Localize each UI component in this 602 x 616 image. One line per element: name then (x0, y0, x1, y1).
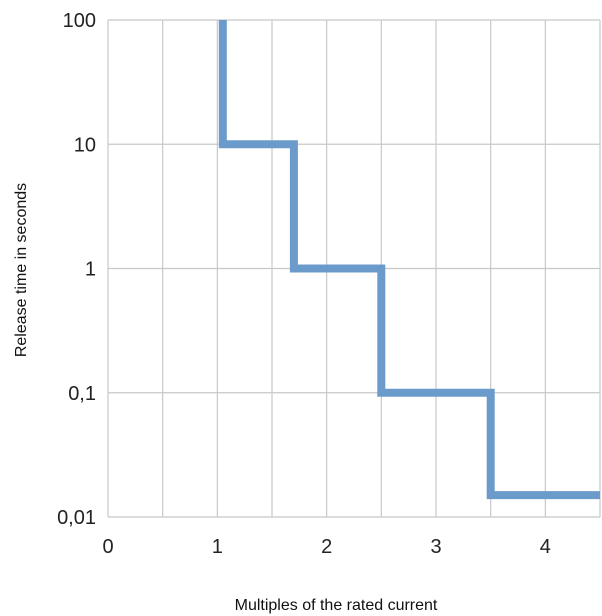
y-tick-labels: 0,01 0,1 1 10 100 (57, 10, 96, 529)
y-axis-title: Release time in seconds (13, 183, 30, 357)
series-layer (218, 20, 600, 500)
y-tick-label: 1 (85, 259, 96, 281)
x-tick-label: 2 (321, 536, 332, 558)
x-tick-label: 0 (102, 536, 113, 558)
x-tick-labels: 0 1 2 3 4 (102, 536, 550, 558)
release-curve-line (218, 20, 600, 500)
x-axis-title: Multiples of the rated current (235, 597, 438, 614)
y-tick-label: 0,1 (68, 383, 96, 405)
x-tick-label: 1 (212, 536, 223, 558)
x-tick-label: 3 (430, 536, 441, 558)
y-tick-label: 100 (63, 10, 96, 32)
x-tick-label: 4 (540, 536, 551, 558)
y-tick-label: 0,01 (57, 507, 96, 529)
y-tick-label: 10 (74, 134, 96, 156)
